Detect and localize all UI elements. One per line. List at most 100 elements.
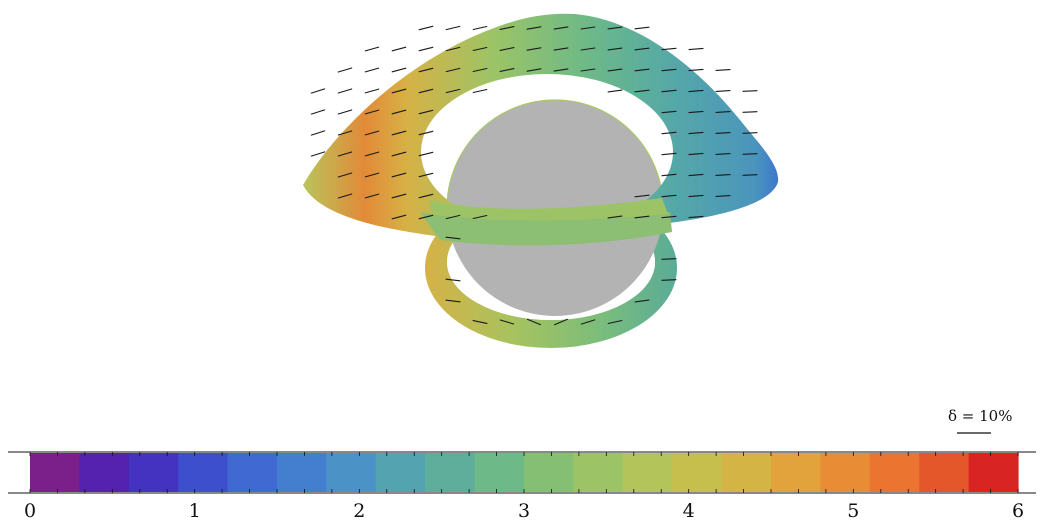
polarization-tick: [445, 88, 461, 94]
polarization-tick: [553, 26, 569, 30]
polarization-tick: [553, 47, 569, 51]
polarization-tick: [580, 26, 596, 30]
polarization-tick: [499, 319, 515, 325]
polarization-tick: [391, 193, 407, 199]
polarization-tick: [445, 214, 461, 220]
polarization-tick: [688, 110, 704, 114]
polarization-tick: [364, 130, 380, 136]
colorbar-swatch: [79, 453, 130, 492]
polarization-tick: [634, 47, 650, 51]
polarization-tick: [688, 47, 704, 51]
colorbar-tick-label: 4: [683, 500, 695, 522]
polarization-tick: [742, 132, 758, 134]
polarization-tick: [391, 214, 407, 220]
polarization-tick: [337, 151, 353, 157]
polarization-tick: [391, 46, 407, 52]
polarization-tick: [499, 68, 515, 72]
polarization-tick: [715, 153, 731, 155]
colorbar-swatch: [721, 453, 772, 492]
polarization-tick: [391, 151, 407, 157]
polarization-tick: [634, 89, 650, 93]
polarization-tick: [553, 68, 569, 72]
polarization-tick: [661, 279, 677, 281]
colorbar-swatch: [178, 453, 229, 492]
colorbar-swatch: [30, 453, 80, 492]
polarization-tick: [715, 90, 731, 92]
polarization-tick: [445, 299, 461, 303]
polarization-tick: [364, 193, 380, 199]
polarization-tick: [688, 152, 704, 156]
colorbar-tick-labels: 0 1 2 3 4 5 6: [24, 500, 1024, 522]
polarization-tick: [472, 25, 488, 31]
colorbar-swatch: [672, 453, 723, 492]
polarization-tick: [310, 151, 326, 157]
polarization-tick: [445, 46, 461, 52]
polarization-tick: [337, 88, 353, 94]
colorbar-tick-label: 2: [353, 500, 365, 522]
colorbar-swatch: [524, 453, 574, 492]
polarization-tick: [715, 111, 731, 113]
colorbar-swatch: [425, 453, 476, 492]
polarization-tick: [391, 130, 407, 136]
polarization-tick: [742, 111, 758, 113]
polarization-tick: [391, 67, 407, 73]
colorbar-swatch: [375, 453, 426, 492]
polarization-scale-label: δ = 10%: [948, 407, 1012, 425]
colorbar-swatches: [30, 453, 1019, 492]
colorbar-swatch: [474, 453, 525, 492]
polarization-tick: [445, 278, 461, 282]
polarization-tick: [526, 26, 542, 30]
colorbar-tick-label: 3: [518, 500, 530, 522]
polarization-tick: [337, 67, 353, 73]
polarization-tick: [715, 174, 731, 176]
polarization-tick: [526, 318, 542, 326]
polarization-tick: [310, 130, 326, 136]
polarization-tick: [445, 25, 461, 31]
polarization-tick: [364, 172, 380, 178]
polarization-tick: [634, 299, 650, 303]
colorbar-tick-label: 5: [847, 500, 859, 522]
colorbar-swatch: [128, 453, 179, 492]
colorbar-minor-ticks: [29, 452, 1019, 493]
colorbar-swatch: [820, 453, 871, 492]
polarization-tick: [580, 319, 596, 325]
polarization-tick: [418, 46, 434, 52]
polarization-tick: [364, 88, 380, 94]
colorbar-swatch: [771, 453, 821, 492]
colorbar-swatch: [622, 453, 673, 492]
polarization-tick: [526, 68, 542, 72]
polarization-tick: [634, 194, 650, 198]
polarization-tick: [418, 109, 434, 115]
polarization-tick: [661, 173, 677, 177]
polarization-tick: [391, 88, 407, 94]
colorbar-tick-label: 6: [1012, 500, 1024, 522]
polarization-tick: [418, 151, 434, 157]
polarization-tick: [337, 130, 353, 136]
polarization-tick: [418, 172, 434, 178]
polarization-tick: [661, 110, 677, 114]
colorbar-swatch: [277, 453, 327, 492]
colorbar-swatch: [326, 453, 377, 492]
polarization-tick: [418, 214, 434, 220]
polarization-tick: [445, 236, 461, 240]
polarization-tick: [607, 68, 623, 72]
polarization-tick: [607, 89, 623, 93]
polarization-tick: [337, 193, 353, 199]
polarization-tick: [661, 47, 677, 51]
polarization-tick: [688, 89, 704, 93]
polarization-tick: [661, 89, 677, 93]
polarization-tick: [499, 47, 515, 51]
polarization-tick: [688, 68, 704, 72]
polarization-tick: [607, 319, 623, 325]
polarization-tick: [661, 68, 677, 72]
polarization-tick: [364, 109, 380, 115]
polarization-tick: [337, 172, 353, 178]
polarization-tick: [418, 88, 434, 94]
polarization-tick: [364, 151, 380, 157]
polarization-tick: [661, 152, 677, 156]
polarization-tick: [742, 153, 758, 155]
polarization-tick: [715, 132, 731, 134]
polarization-tick: [688, 173, 704, 177]
colorbar-swatch: [573, 453, 624, 492]
